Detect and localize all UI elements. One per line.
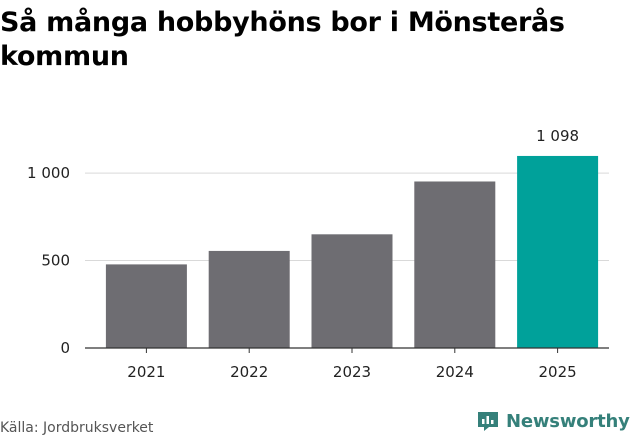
y-tick-label: 500 [41, 252, 70, 270]
brand-name: Newsworthy [506, 410, 630, 432]
data-labels: 1 098 [536, 127, 579, 145]
bar-2025 [517, 155, 599, 348]
bar-2022 [208, 250, 290, 348]
newsworthy-logo: Newsworthy [476, 409, 630, 433]
x-tick-label: 2023 [333, 363, 371, 381]
y-tick-label: 1 000 [27, 164, 70, 182]
x-tick-label: 2025 [539, 363, 577, 381]
x-tick-labels: 2021 2022 2023 2024 2025 [127, 348, 577, 381]
bar-2024 [414, 181, 496, 348]
data-label: 1 098 [536, 127, 579, 145]
bars [105, 155, 599, 348]
y-tick-label: 0 [60, 339, 70, 357]
newsworthy-icon [478, 412, 498, 431]
chart-title: Så många hobbyhöns bor i Mönsterås kommu… [0, 7, 565, 72]
bar-chart: 0 500 1 000 2021 2022 2023 2024 2025 1 098 [27, 127, 609, 381]
x-tick-label: 2021 [127, 363, 165, 381]
bar-2023 [311, 234, 393, 348]
bar-2021 [105, 264, 187, 348]
y-tick-labels: 0 500 1 000 [27, 164, 70, 357]
source-note: Källa: Jordbruksverket [0, 420, 154, 436]
x-tick-label: 2022 [230, 363, 268, 381]
x-tick-label: 2024 [436, 363, 474, 381]
